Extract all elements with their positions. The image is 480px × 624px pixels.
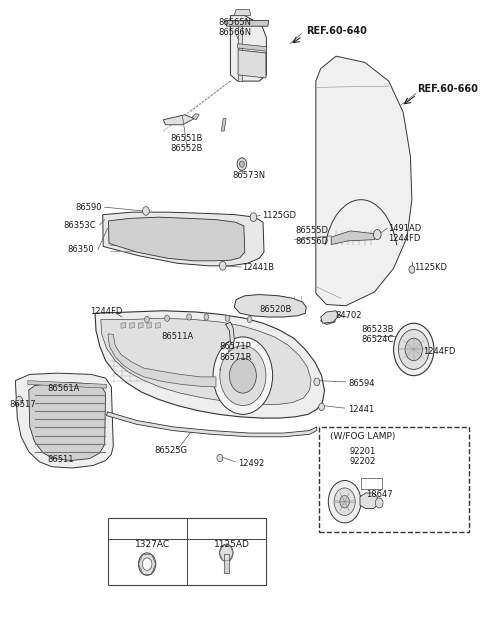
Circle shape [16, 396, 23, 405]
Circle shape [213, 337, 273, 414]
Circle shape [165, 315, 169, 321]
Polygon shape [95, 311, 324, 418]
Circle shape [240, 161, 244, 167]
Polygon shape [108, 334, 216, 387]
Polygon shape [108, 217, 245, 261]
Text: 86561A: 86561A [47, 384, 80, 392]
Circle shape [220, 346, 266, 406]
Circle shape [247, 316, 252, 323]
Circle shape [375, 498, 383, 508]
Text: 18647: 18647 [366, 490, 392, 499]
Text: 1327AC: 1327AC [135, 540, 170, 548]
Circle shape [409, 266, 415, 273]
Circle shape [328, 480, 361, 523]
Text: 86520B: 86520B [259, 305, 292, 314]
Circle shape [319, 403, 324, 411]
Bar [108, 518, 266, 585]
Text: 86565N
86566N: 86565N 86566N [218, 17, 252, 37]
Text: REF.60-640: REF.60-640 [306, 26, 367, 36]
Text: 12441: 12441 [348, 405, 375, 414]
Text: 84702: 84702 [335, 311, 362, 320]
Text: (W/FOG LAMP): (W/FOG LAMP) [330, 432, 396, 441]
Circle shape [142, 558, 152, 570]
Circle shape [144, 316, 149, 323]
Text: 86525G: 86525G [155, 446, 187, 455]
Polygon shape [321, 311, 339, 323]
Polygon shape [234, 9, 251, 16]
Circle shape [143, 207, 149, 215]
Text: 1125GD: 1125GD [262, 211, 296, 220]
Polygon shape [101, 318, 311, 404]
Text: 86551B
86552B: 86551B 86552B [170, 134, 203, 154]
Text: 86511A: 86511A [161, 333, 194, 341]
Text: 12492: 12492 [238, 459, 264, 467]
Circle shape [220, 544, 233, 562]
Polygon shape [130, 323, 134, 328]
Circle shape [314, 378, 320, 386]
Circle shape [139, 553, 156, 575]
Text: 86573N: 86573N [232, 172, 265, 180]
Text: 1491AD: 1491AD [388, 224, 421, 233]
Circle shape [225, 315, 230, 321]
Circle shape [398, 329, 429, 369]
Polygon shape [29, 383, 106, 461]
Polygon shape [156, 323, 160, 328]
Circle shape [394, 323, 434, 376]
Circle shape [405, 338, 422, 361]
Text: 86511: 86511 [47, 455, 74, 464]
Text: 1125AD: 1125AD [215, 540, 250, 548]
Circle shape [217, 454, 223, 462]
Circle shape [340, 495, 349, 508]
Bar [361, 478, 382, 489]
Polygon shape [331, 231, 377, 245]
Bar [224, 554, 229, 573]
Circle shape [334, 488, 355, 515]
Polygon shape [121, 323, 126, 328]
Text: 1244FD: 1244FD [90, 308, 123, 316]
Text: 86350: 86350 [68, 245, 94, 254]
Polygon shape [221, 119, 226, 131]
Text: 1125KD: 1125KD [414, 263, 447, 271]
Text: 12441B: 12441B [242, 263, 274, 271]
Circle shape [229, 358, 256, 393]
Polygon shape [230, 16, 266, 81]
Text: 86517: 86517 [10, 400, 36, 409]
Polygon shape [238, 44, 266, 51]
Text: 92201
92202: 92201 92202 [350, 447, 376, 467]
Polygon shape [107, 412, 317, 437]
Circle shape [204, 314, 209, 320]
Polygon shape [238, 22, 242, 81]
Polygon shape [226, 21, 269, 26]
Polygon shape [163, 115, 194, 125]
Polygon shape [321, 313, 335, 324]
Polygon shape [192, 114, 199, 120]
Text: 86523B
86524C: 86523B 86524C [361, 324, 394, 344]
Polygon shape [234, 295, 306, 317]
Text: 86590: 86590 [75, 203, 102, 212]
Text: 1244FD: 1244FD [423, 348, 456, 356]
Circle shape [373, 230, 381, 240]
Polygon shape [28, 381, 107, 388]
Bar [319, 427, 469, 532]
Polygon shape [238, 50, 266, 78]
Circle shape [187, 314, 192, 320]
Text: REF.60-660: REF.60-660 [418, 84, 479, 94]
Polygon shape [316, 56, 412, 306]
Text: 86555D
86556D: 86555D 86556D [296, 226, 329, 246]
Circle shape [219, 261, 226, 270]
Polygon shape [103, 212, 264, 266]
Text: 86571P
86571R: 86571P 86571R [219, 342, 252, 362]
Polygon shape [138, 323, 143, 328]
Text: 86353C: 86353C [63, 222, 96, 230]
Polygon shape [15, 373, 113, 468]
Circle shape [250, 213, 257, 222]
Polygon shape [220, 322, 234, 372]
Text: 1244FD: 1244FD [388, 234, 420, 243]
Polygon shape [360, 493, 377, 509]
Circle shape [237, 158, 247, 170]
Text: 86594: 86594 [348, 379, 375, 388]
Polygon shape [147, 323, 152, 328]
